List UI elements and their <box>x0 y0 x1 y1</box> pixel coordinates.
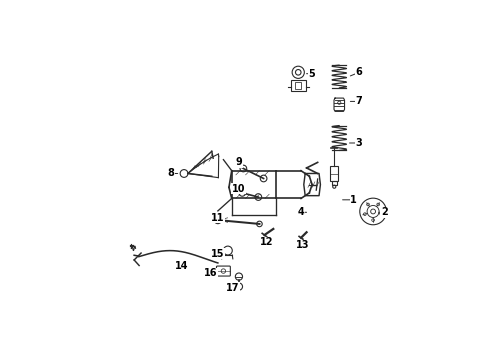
Text: 12: 12 <box>260 237 273 247</box>
Text: 13: 13 <box>295 240 309 250</box>
Text: 15: 15 <box>211 249 224 259</box>
Text: 1: 1 <box>350 195 357 205</box>
Text: 6: 6 <box>356 67 363 77</box>
Text: 2: 2 <box>381 207 388 217</box>
Text: 4: 4 <box>297 207 304 217</box>
Text: 8: 8 <box>167 168 174 179</box>
Text: 3: 3 <box>356 138 363 148</box>
Text: 17: 17 <box>225 283 239 293</box>
Text: 9: 9 <box>235 157 242 167</box>
Text: 7: 7 <box>356 96 363 107</box>
Text: 11: 11 <box>211 213 224 223</box>
Text: 5: 5 <box>309 69 316 79</box>
Text: 16: 16 <box>204 268 218 278</box>
Text: 14: 14 <box>174 261 188 271</box>
Text: 10: 10 <box>232 184 245 194</box>
